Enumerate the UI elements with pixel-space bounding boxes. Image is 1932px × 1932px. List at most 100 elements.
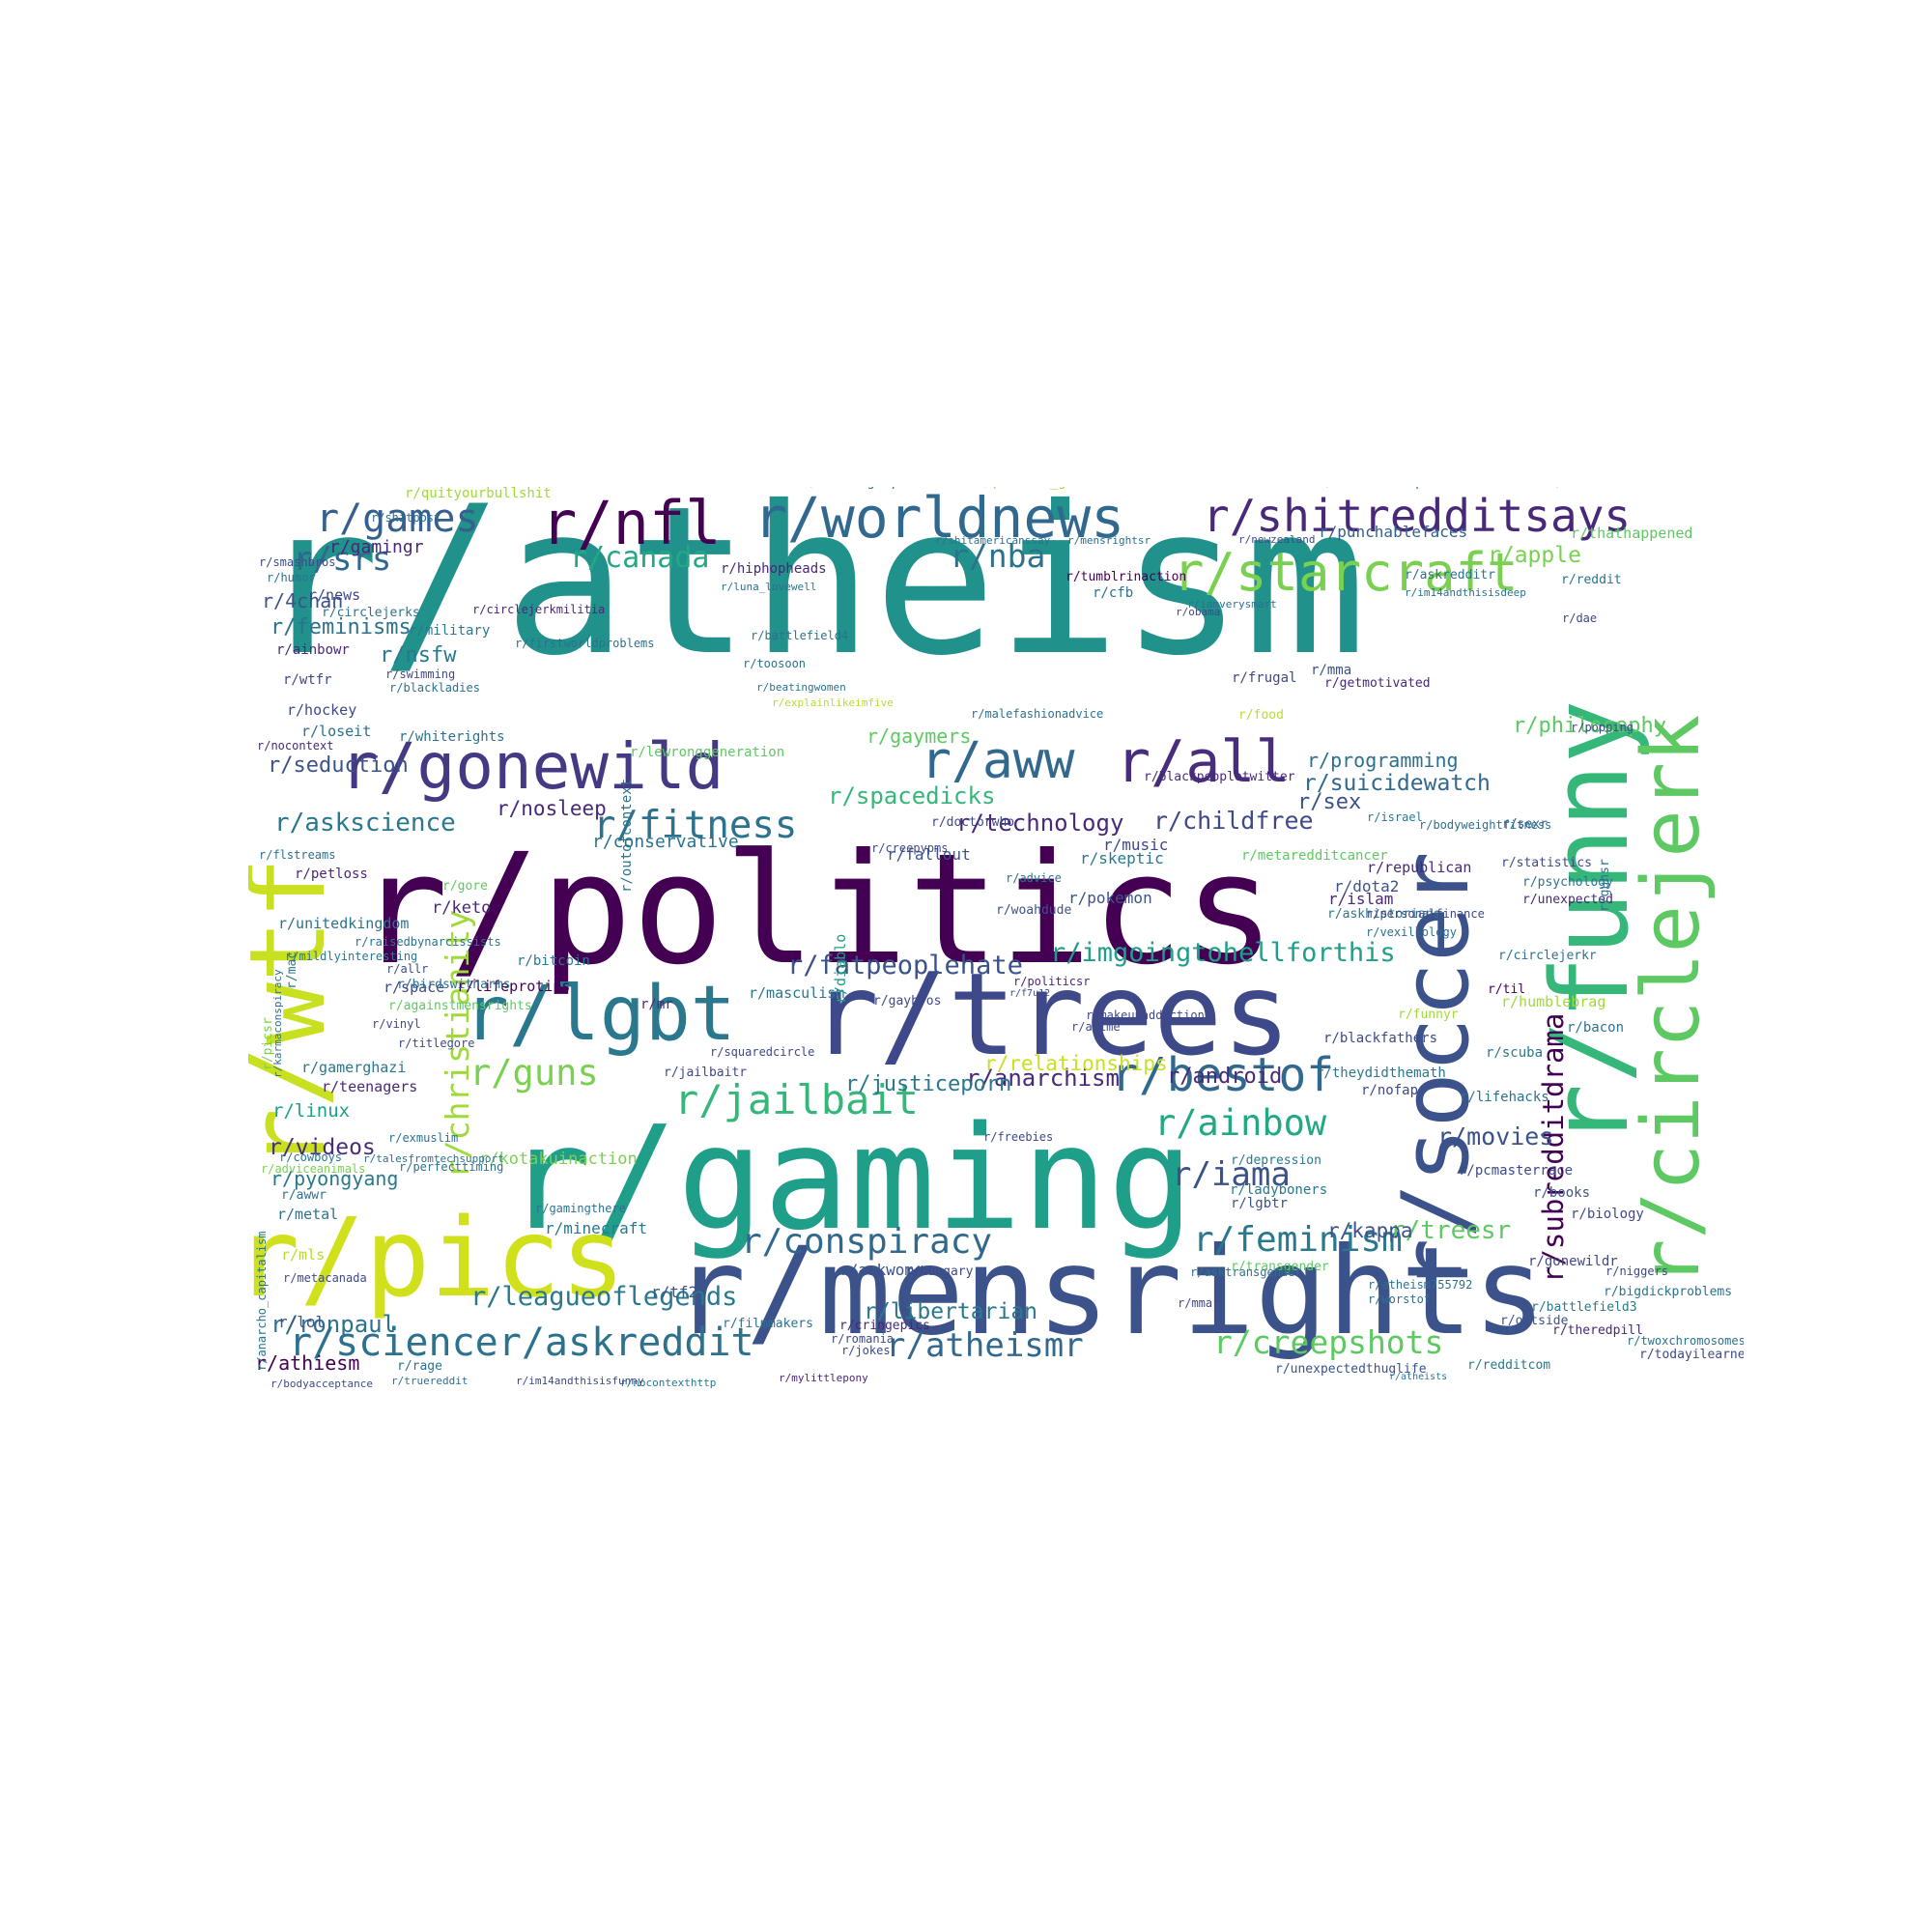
word: r/karmaconspiracy [271, 969, 284, 1078]
word: r/perfecttiming [399, 1160, 504, 1174]
word: r/blackladies [389, 681, 480, 695]
word: r/unexpected [1522, 893, 1613, 907]
word: r/nocontexthttp [620, 1377, 717, 1389]
word: r/starcraft [1173, 542, 1519, 603]
word: r/conservative [592, 832, 739, 852]
word: r/gamingthere [535, 1202, 626, 1215]
word: r/squaredcircle [710, 1045, 815, 1059]
word: r/gonewild [340, 729, 724, 804]
word: r/redditcom [1467, 1358, 1551, 1373]
word: r/humor [267, 571, 316, 584]
word: r/mildlyinteresting [285, 950, 418, 963]
word: r/srs [293, 540, 392, 579]
word: r/outofcontext [619, 778, 635, 893]
word: r/toosoon [743, 657, 807, 670]
word: r/iamverysmart [1187, 598, 1277, 611]
word: r/askscience [274, 809, 456, 838]
word: r/punchablefaces [1319, 523, 1468, 541]
word: r/gaming [505, 1095, 1194, 1262]
word: r/iama [1172, 1155, 1291, 1194]
word: r/canada [570, 541, 710, 575]
word: r/shitamericanssay [935, 534, 1051, 547]
word: r/childfree [1153, 807, 1314, 835]
word: r/anarcho_capitalism [255, 1231, 269, 1372]
word: r/justiceporn [845, 1072, 1012, 1096]
word: r/truereddit [391, 1375, 469, 1387]
word: r/cfb [1093, 585, 1134, 601]
word: r/anime [1071, 1020, 1121, 1034]
word: r/athiesm [255, 1351, 360, 1375]
word: r/getmotivated [1324, 676, 1431, 691]
word: r/askhistorians [1327, 907, 1441, 922]
word: r/preteen_girlsr [977, 487, 1107, 489]
word: r/4chan [262, 589, 344, 612]
word: r/againstmensrights [388, 999, 532, 1013]
word: r/guns [469, 1052, 599, 1094]
word: r/books [1533, 1185, 1591, 1201]
word: r/personalfinance [1366, 907, 1485, 921]
word: r/nba [950, 537, 1046, 575]
word: r/aww [921, 731, 1075, 790]
word: r/videos [269, 1135, 376, 1160]
word: r/askwomen [839, 1261, 933, 1279]
word: r/metaredditcancer [1241, 848, 1388, 864]
word: r/lifeprotips [457, 978, 571, 995]
word: r/atheismr [886, 1326, 1084, 1365]
word: r/adviceanimals [261, 1162, 366, 1176]
word: r/teenagers [322, 1078, 418, 1095]
word: r/metacanada [283, 1271, 367, 1285]
word: r/atheism [257, 487, 1367, 700]
word: r/flstreams [259, 848, 336, 862]
word: r/romania [831, 1332, 895, 1346]
word: r/blackfathers [1323, 1031, 1438, 1046]
word: r/philosophy [1513, 714, 1666, 738]
word: r/mensrights [673, 1222, 1547, 1362]
word: r/nocontext [257, 739, 334, 753]
word: r/unexpectedthuglife [1275, 1362, 1427, 1377]
word: r/fatpeoplehate [787, 951, 1023, 980]
word: r/makeupaddiction [1086, 1009, 1205, 1022]
word: r/metal [277, 1206, 339, 1223]
word: r/unitedkingdom [278, 915, 410, 932]
word: r/transgender [1231, 1260, 1329, 1274]
word: r/politics [356, 821, 1276, 999]
word: r/theredpill [1552, 1323, 1643, 1338]
word: r/kappa [1327, 1219, 1413, 1242]
word: r/popping [1571, 721, 1634, 734]
word: r/imgoingtohellforthis [1050, 938, 1396, 968]
word: r/gaymers [867, 724, 972, 748]
word: r/advice [1006, 871, 1062, 885]
word: r/bitcoin [517, 953, 590, 969]
word: r/wtf [248, 856, 349, 1171]
word: r/republican [1367, 859, 1472, 876]
word: r/humblebrag [1501, 993, 1606, 1010]
word: r/frugal [1232, 670, 1297, 686]
word: r/biology [1571, 1207, 1644, 1222]
word: r/trees [810, 948, 1292, 1081]
word: r/movies [1437, 1122, 1554, 1151]
word: r/explainlikeimfive [772, 696, 894, 709]
word: r/battlefield3 [1531, 1300, 1637, 1315]
word: r/scuba [1486, 1045, 1544, 1061]
word: r/jokes [841, 1344, 891, 1357]
word: r/masculism [749, 984, 845, 1002]
word: r/askredditr [1405, 568, 1495, 582]
word: r/bodyweightfitness [1419, 818, 1552, 832]
word: r/circlejerkmilitia [472, 603, 606, 616]
word: r/all [1116, 728, 1291, 796]
word: r/conspiracy [741, 1222, 993, 1262]
word: r/creepypms [871, 841, 949, 855]
word: r/gamingr [329, 537, 424, 557]
word: r/bigdickproblems [1604, 1285, 1733, 1299]
word: r/lgbtr [1231, 1196, 1289, 1211]
word: r/outside [1500, 1314, 1569, 1328]
word: r/ainbowr [276, 642, 350, 658]
word: r/actualconspiracies [1318, 487, 1481, 489]
word: r/sexr [1502, 817, 1548, 832]
word: r/israel [1367, 810, 1423, 824]
word: r/hungary [905, 1264, 974, 1279]
word: r/anarchism [966, 1065, 1120, 1092]
word: r/linux [272, 1100, 351, 1122]
word: r/military [409, 623, 491, 639]
word: r/lgbt [464, 971, 736, 1058]
